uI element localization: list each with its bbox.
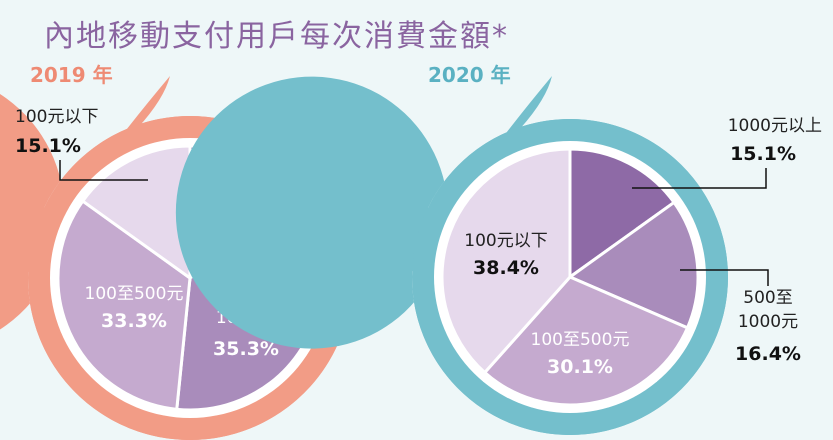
category-label: 1000元以上 [728, 116, 822, 136]
year-label-2020: 2020 年 [428, 63, 511, 87]
pie-slice [80, 144, 192, 281]
year-label-2019: 2019 年 [30, 63, 113, 87]
category-label: 100至500元 [85, 284, 184, 304]
value-label: 30.1% [547, 356, 613, 378]
pie-slice [482, 275, 690, 407]
value-label: 15.1% [730, 143, 796, 165]
pie-slice [56, 198, 192, 411]
leader-line [59, 160, 148, 181]
category-label: 1000元 [738, 312, 798, 332]
value-label: 33.3% [101, 310, 167, 332]
ring-band [412, 119, 728, 435]
pie-chart-2020: 2020 年 1000元以上 15.1% 500至 1000元 16.4% 100至500… [175, 63, 822, 436]
pie-slice [568, 147, 677, 280]
value-label: 15.1% [15, 135, 81, 157]
value-label: 35.3% [213, 338, 279, 360]
category-label: 100元以下 [15, 107, 98, 127]
pie-slice [440, 147, 572, 375]
category-label: 100至500元 [531, 330, 630, 350]
leader-line [632, 168, 767, 189]
category-label: 100元以下 [464, 231, 547, 251]
page-title: 內地移動支付用戶每次消費金額* [44, 19, 509, 54]
pie-slice [566, 200, 700, 330]
leader-line [680, 269, 769, 286]
value-label: 16.4% [735, 343, 801, 365]
category-label: 500至 [743, 288, 792, 308]
value-label: 38.4% [473, 257, 539, 279]
